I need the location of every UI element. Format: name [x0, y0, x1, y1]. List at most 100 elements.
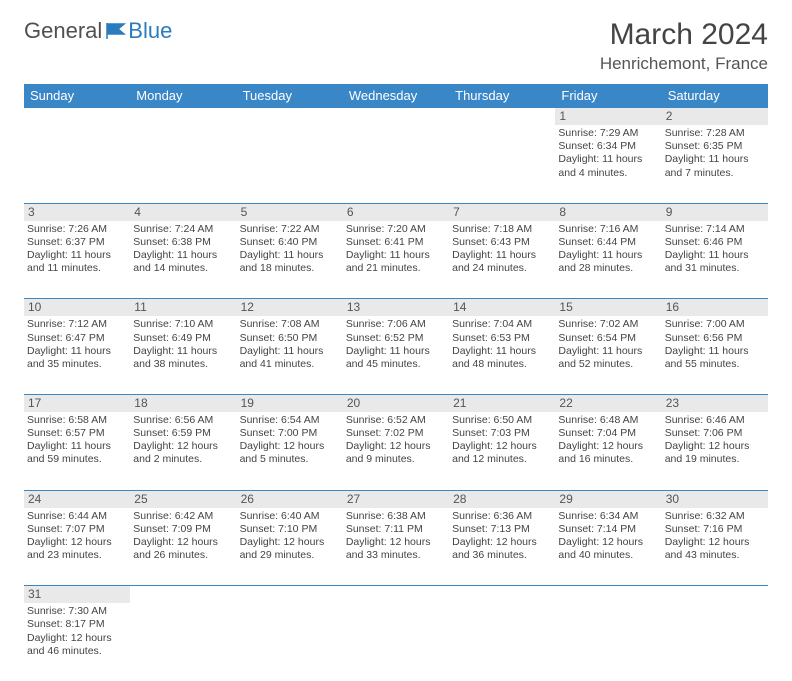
daynum-cell: [449, 586, 555, 604]
day-cell: Sunrise: 7:28 AMSunset: 6:35 PMDaylight:…: [662, 125, 768, 203]
day-number: 1: [559, 109, 566, 123]
day-cell: Sunrise: 6:52 AMSunset: 7:02 PMDaylight:…: [343, 412, 449, 490]
sunset-text: Sunset: 7:14 PM: [558, 523, 658, 536]
daylight2-text: and 52 minutes.: [558, 358, 658, 371]
sunrise-text: Sunrise: 7:10 AM: [133, 318, 233, 331]
sunrise-text: Sunrise: 6:52 AM: [346, 414, 446, 427]
daylight2-text: and 23 minutes.: [27, 549, 127, 562]
logo: General Blue: [24, 18, 172, 44]
daylight1-text: Daylight: 11 hours: [665, 153, 765, 166]
daylight2-text: and 7 minutes.: [665, 167, 765, 180]
day-number: 24: [28, 492, 41, 506]
day-cell: [449, 603, 555, 681]
sunset-text: Sunset: 6:53 PM: [452, 332, 552, 345]
day-number: 2: [666, 109, 673, 123]
day-number: 16: [666, 300, 679, 314]
day-cell: Sunrise: 6:44 AMSunset: 7:07 PMDaylight:…: [24, 508, 130, 586]
sunrise-text: Sunrise: 6:40 AM: [240, 510, 340, 523]
day-cell: [343, 603, 449, 681]
daylight1-text: Daylight: 12 hours: [346, 440, 446, 453]
daynum-cell: 10: [24, 299, 130, 317]
day-cell: Sunrise: 7:18 AMSunset: 6:43 PMDaylight:…: [449, 221, 555, 299]
daynum-cell: 21: [449, 394, 555, 412]
daynum-cell: [130, 108, 236, 126]
daylight2-text: and 43 minutes.: [665, 549, 765, 562]
daynum-row: 12: [24, 108, 768, 126]
daynum-cell: 24: [24, 490, 130, 508]
daynum-cell: 2: [662, 108, 768, 126]
daylight1-text: Daylight: 12 hours: [27, 536, 127, 549]
day-cell: Sunrise: 6:54 AMSunset: 7:00 PMDaylight:…: [237, 412, 343, 490]
daynum-cell: [237, 586, 343, 604]
daylight2-text: and 59 minutes.: [27, 453, 127, 466]
day-cell: Sunrise: 7:08 AMSunset: 6:50 PMDaylight:…: [237, 316, 343, 394]
sunrise-text: Sunrise: 6:34 AM: [558, 510, 658, 523]
day-cell: Sunrise: 6:46 AMSunset: 7:06 PMDaylight:…: [662, 412, 768, 490]
day-cell: Sunrise: 7:04 AMSunset: 6:53 PMDaylight:…: [449, 316, 555, 394]
daynum-row: 10111213141516: [24, 299, 768, 317]
day-number: 28: [453, 492, 466, 506]
daynum-cell: 22: [555, 394, 661, 412]
daylight2-text: and 28 minutes.: [558, 262, 658, 275]
sunset-text: Sunset: 7:07 PM: [27, 523, 127, 536]
daylight1-text: Daylight: 12 hours: [133, 536, 233, 549]
daynum-cell: [343, 586, 449, 604]
sunrise-text: Sunrise: 7:00 AM: [665, 318, 765, 331]
day-number: 4: [134, 205, 141, 219]
day-header: Monday: [130, 84, 236, 108]
sunrise-text: Sunrise: 6:54 AM: [240, 414, 340, 427]
daynum-cell: 1: [555, 108, 661, 126]
daynum-cell: 25: [130, 490, 236, 508]
logo-text-2: Blue: [128, 18, 172, 44]
day-cell: Sunrise: 7:22 AMSunset: 6:40 PMDaylight:…: [237, 221, 343, 299]
daynum-cell: 14: [449, 299, 555, 317]
sunset-text: Sunset: 6:54 PM: [558, 332, 658, 345]
day-cell: Sunrise: 6:50 AMSunset: 7:03 PMDaylight:…: [449, 412, 555, 490]
sunset-text: Sunset: 6:47 PM: [27, 332, 127, 345]
daylight1-text: Daylight: 11 hours: [558, 345, 658, 358]
daylight2-text: and 26 minutes.: [133, 549, 233, 562]
daynum-cell: 27: [343, 490, 449, 508]
daynum-cell: [555, 586, 661, 604]
sunset-text: Sunset: 6:37 PM: [27, 236, 127, 249]
day-of-week-row: SundayMondayTuesdayWednesdayThursdayFrid…: [24, 84, 768, 108]
sunrise-text: Sunrise: 7:26 AM: [27, 223, 127, 236]
daynum-row: 31: [24, 586, 768, 604]
sunset-text: Sunset: 6:49 PM: [133, 332, 233, 345]
day-number: 31: [28, 587, 41, 601]
sunset-text: Sunset: 7:00 PM: [240, 427, 340, 440]
daynum-cell: 7: [449, 203, 555, 221]
daylight2-text: and 48 minutes.: [452, 358, 552, 371]
sunset-text: Sunset: 7:03 PM: [452, 427, 552, 440]
daylight1-text: Daylight: 11 hours: [346, 345, 446, 358]
sunset-text: Sunset: 7:04 PM: [558, 427, 658, 440]
content-row: Sunrise: 7:30 AMSunset: 8:17 PMDaylight:…: [24, 603, 768, 681]
content-row: Sunrise: 6:58 AMSunset: 6:57 PMDaylight:…: [24, 412, 768, 490]
day-cell: Sunrise: 6:40 AMSunset: 7:10 PMDaylight:…: [237, 508, 343, 586]
day-number: 30: [666, 492, 679, 506]
daylight1-text: Daylight: 11 hours: [27, 440, 127, 453]
sunset-text: Sunset: 6:59 PM: [133, 427, 233, 440]
sunset-text: Sunset: 6:34 PM: [558, 140, 658, 153]
day-header: Tuesday: [237, 84, 343, 108]
sunrise-text: Sunrise: 6:58 AM: [27, 414, 127, 427]
sunset-text: Sunset: 6:38 PM: [133, 236, 233, 249]
daylight1-text: Daylight: 11 hours: [558, 153, 658, 166]
sunset-text: Sunset: 6:44 PM: [558, 236, 658, 249]
daylight2-text: and 45 minutes.: [346, 358, 446, 371]
daynum-cell: 11: [130, 299, 236, 317]
day-number: 14: [453, 300, 466, 314]
daylight1-text: Daylight: 12 hours: [346, 536, 446, 549]
day-number: 23: [666, 396, 679, 410]
sunrise-text: Sunrise: 6:38 AM: [346, 510, 446, 523]
daynum-cell: 13: [343, 299, 449, 317]
daylight1-text: Daylight: 12 hours: [665, 440, 765, 453]
sunrise-text: Sunrise: 6:32 AM: [665, 510, 765, 523]
sunset-text: Sunset: 7:16 PM: [665, 523, 765, 536]
sunrise-text: Sunrise: 7:24 AM: [133, 223, 233, 236]
sunrise-text: Sunrise: 7:28 AM: [665, 127, 765, 140]
daynum-cell: 9: [662, 203, 768, 221]
daylight2-text: and 19 minutes.: [665, 453, 765, 466]
daylight2-text: and 5 minutes.: [240, 453, 340, 466]
daynum-row: 24252627282930: [24, 490, 768, 508]
